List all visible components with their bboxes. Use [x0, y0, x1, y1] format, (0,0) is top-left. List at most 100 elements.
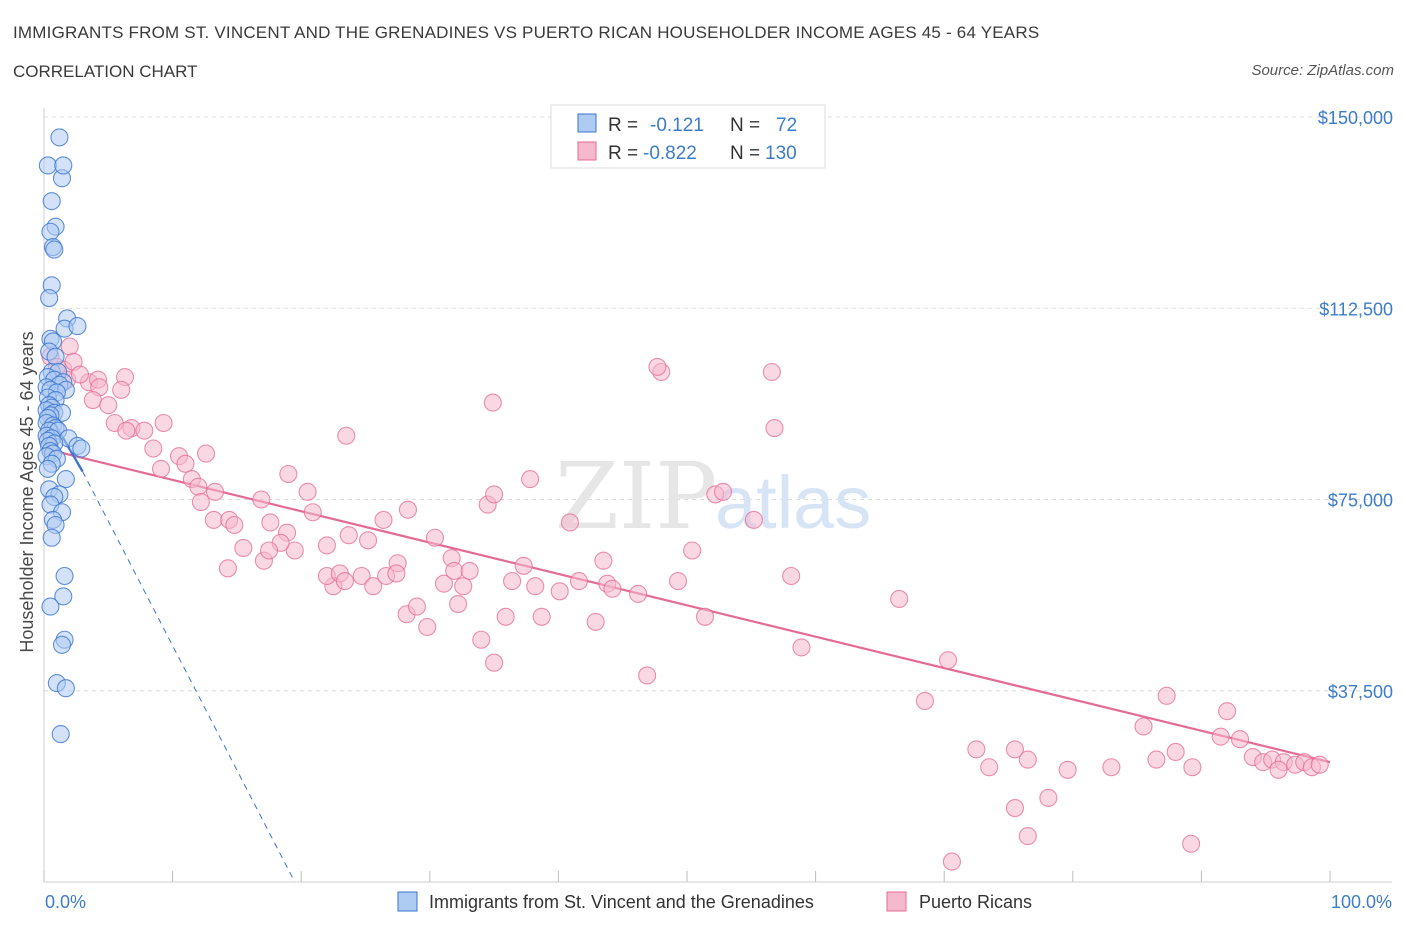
puerto-rican-point	[298, 482, 317, 501]
svg-immigrant-point	[56, 470, 75, 489]
puerto-rican-point	[472, 630, 491, 649]
svg-immigrant-point	[42, 192, 61, 211]
legend-r-label-2: R =	[608, 143, 638, 164]
puerto-rican-point	[1182, 834, 1201, 853]
puerto-rican-point	[144, 439, 163, 458]
puerto-rican-point	[1310, 755, 1329, 774]
svg-immigrant-point	[38, 156, 57, 175]
puerto-rican-point	[915, 691, 934, 711]
y-tick-label-0: $37,500	[1328, 682, 1393, 702]
svg-immigrant-point	[55, 566, 74, 586]
svg-immigrant-point	[52, 635, 72, 654]
puerto-rican-point	[218, 559, 237, 578]
puerto-rican-point	[683, 541, 702, 560]
y-tick-label-3: $150,000	[1318, 108, 1393, 128]
puerto-rican-point	[890, 589, 909, 609]
puerto-rican-point	[234, 538, 253, 558]
puerto-rican-point	[485, 485, 504, 504]
svg-immigrant-point	[38, 459, 57, 478]
puerto-rican-points	[41, 337, 1329, 871]
source-credit: Source: ZipAtlas.com	[1251, 62, 1394, 79]
x-tick-label-min: 0.0%	[45, 892, 86, 912]
puerto-rican-point	[359, 531, 378, 550]
puerto-rican-point	[460, 561, 479, 580]
puerto-rican-point	[560, 513, 580, 532]
puerto-rican-point	[586, 612, 605, 631]
puerto-rican-point	[1157, 686, 1176, 705]
legend-box	[550, 104, 826, 169]
legend-n-value-2: 130	[765, 143, 797, 164]
svg-immigrant-point	[54, 587, 73, 606]
series-legend: Immigrants from St. Vincent and the Gren…	[397, 891, 1032, 912]
watermark: ZIP atlas	[555, 443, 871, 550]
puerto-rican-point	[532, 607, 551, 626]
puerto-rican-point	[60, 337, 79, 356]
puerto-rican-point	[792, 638, 811, 657]
puerto-rican-point	[1183, 758, 1202, 777]
puerto-rican-point	[503, 572, 522, 591]
puerto-rican-point	[252, 490, 271, 509]
svg-immigrant-point	[72, 439, 91, 458]
puerto-rican-point	[454, 577, 473, 596]
puerto-rican-point	[514, 556, 533, 575]
svg-immigrant-point	[68, 317, 87, 336]
svg-immigrant-point	[41, 597, 60, 616]
svg-immigrant-point	[54, 156, 73, 175]
y-axis-label: Householder Income Ages 45 - 64 years	[17, 331, 37, 652]
puerto-rican-point	[668, 572, 688, 591]
puerto-rican-point	[70, 365, 90, 384]
puerto-rican-point	[99, 396, 118, 415]
legend-n-label-1: N =	[730, 115, 760, 136]
svg-immigrant-point	[51, 725, 70, 744]
puerto-rican-point	[526, 577, 545, 596]
puerto-rican-point	[744, 510, 763, 529]
correlation-legend: R = -0.121 N = 72 R = -0.822 N = 130	[550, 104, 826, 169]
puerto-rican-point	[980, 758, 999, 777]
puerto-rican-point	[967, 740, 986, 759]
puerto-rican-point	[1211, 727, 1230, 746]
puerto-rican-point	[483, 393, 502, 412]
svg-immigrant-point	[46, 347, 65, 366]
puerto-rican-point	[352, 566, 371, 586]
puerto-rican-point	[154, 413, 173, 433]
puerto-rican-point	[189, 477, 208, 496]
puerto-rican-point	[496, 607, 515, 626]
legend-swatch-pink	[577, 141, 597, 161]
puerto-rican-point	[117, 421, 136, 440]
puerto-rican-point	[762, 362, 781, 382]
svg-immigrant-point	[50, 128, 69, 147]
puerto-rican-point	[279, 464, 298, 484]
puerto-rican-point	[695, 607, 715, 626]
puerto-rican-point	[374, 510, 393, 529]
puerto-rican-point	[1134, 717, 1153, 736]
puerto-rican-point	[1005, 740, 1024, 759]
puerto-rican-point	[135, 421, 154, 440]
puerto-rican-point	[1218, 702, 1237, 721]
puerto-rican-point	[569, 572, 589, 591]
puerto-rican-point	[1039, 788, 1058, 807]
puerto-rican-point	[398, 500, 417, 519]
y-tick-label-2: $112,500	[1319, 299, 1393, 319]
chart-title: IMMIGRANTS FROM ST. VINCENT AND THE GREN…	[13, 23, 1040, 42]
puerto-rican-point	[1058, 760, 1077, 779]
legend-swatch-blue	[577, 113, 597, 133]
puerto-rican-point	[1230, 730, 1250, 749]
grid-lines	[44, 116, 1392, 692]
bottom-legend-swatch-pink	[886, 891, 907, 912]
y-tick-labels: $37,500 $75,000 $112,500 $150,000	[1318, 108, 1393, 702]
legend-r-value-2: -0.822	[643, 143, 697, 164]
puerto-rican-point	[594, 551, 613, 570]
puerto-rican-point	[765, 419, 784, 438]
puerto-rican-point	[521, 470, 540, 489]
puerto-rican-point	[713, 482, 733, 501]
puerto-rican-point	[112, 380, 131, 399]
puerto-rican-point	[364, 577, 383, 596]
legend-r-label-1: R =	[608, 115, 638, 136]
bottom-legend-label-1: Immigrants from St. Vincent and the Gren…	[429, 892, 814, 912]
puerto-rican-point	[942, 852, 961, 871]
puerto-rican-point	[550, 582, 569, 601]
puerto-rican-point	[449, 594, 468, 614]
puerto-rican-point	[205, 482, 225, 501]
puerto-rican-point	[939, 651, 958, 670]
svg-immigrant-point	[45, 240, 64, 259]
